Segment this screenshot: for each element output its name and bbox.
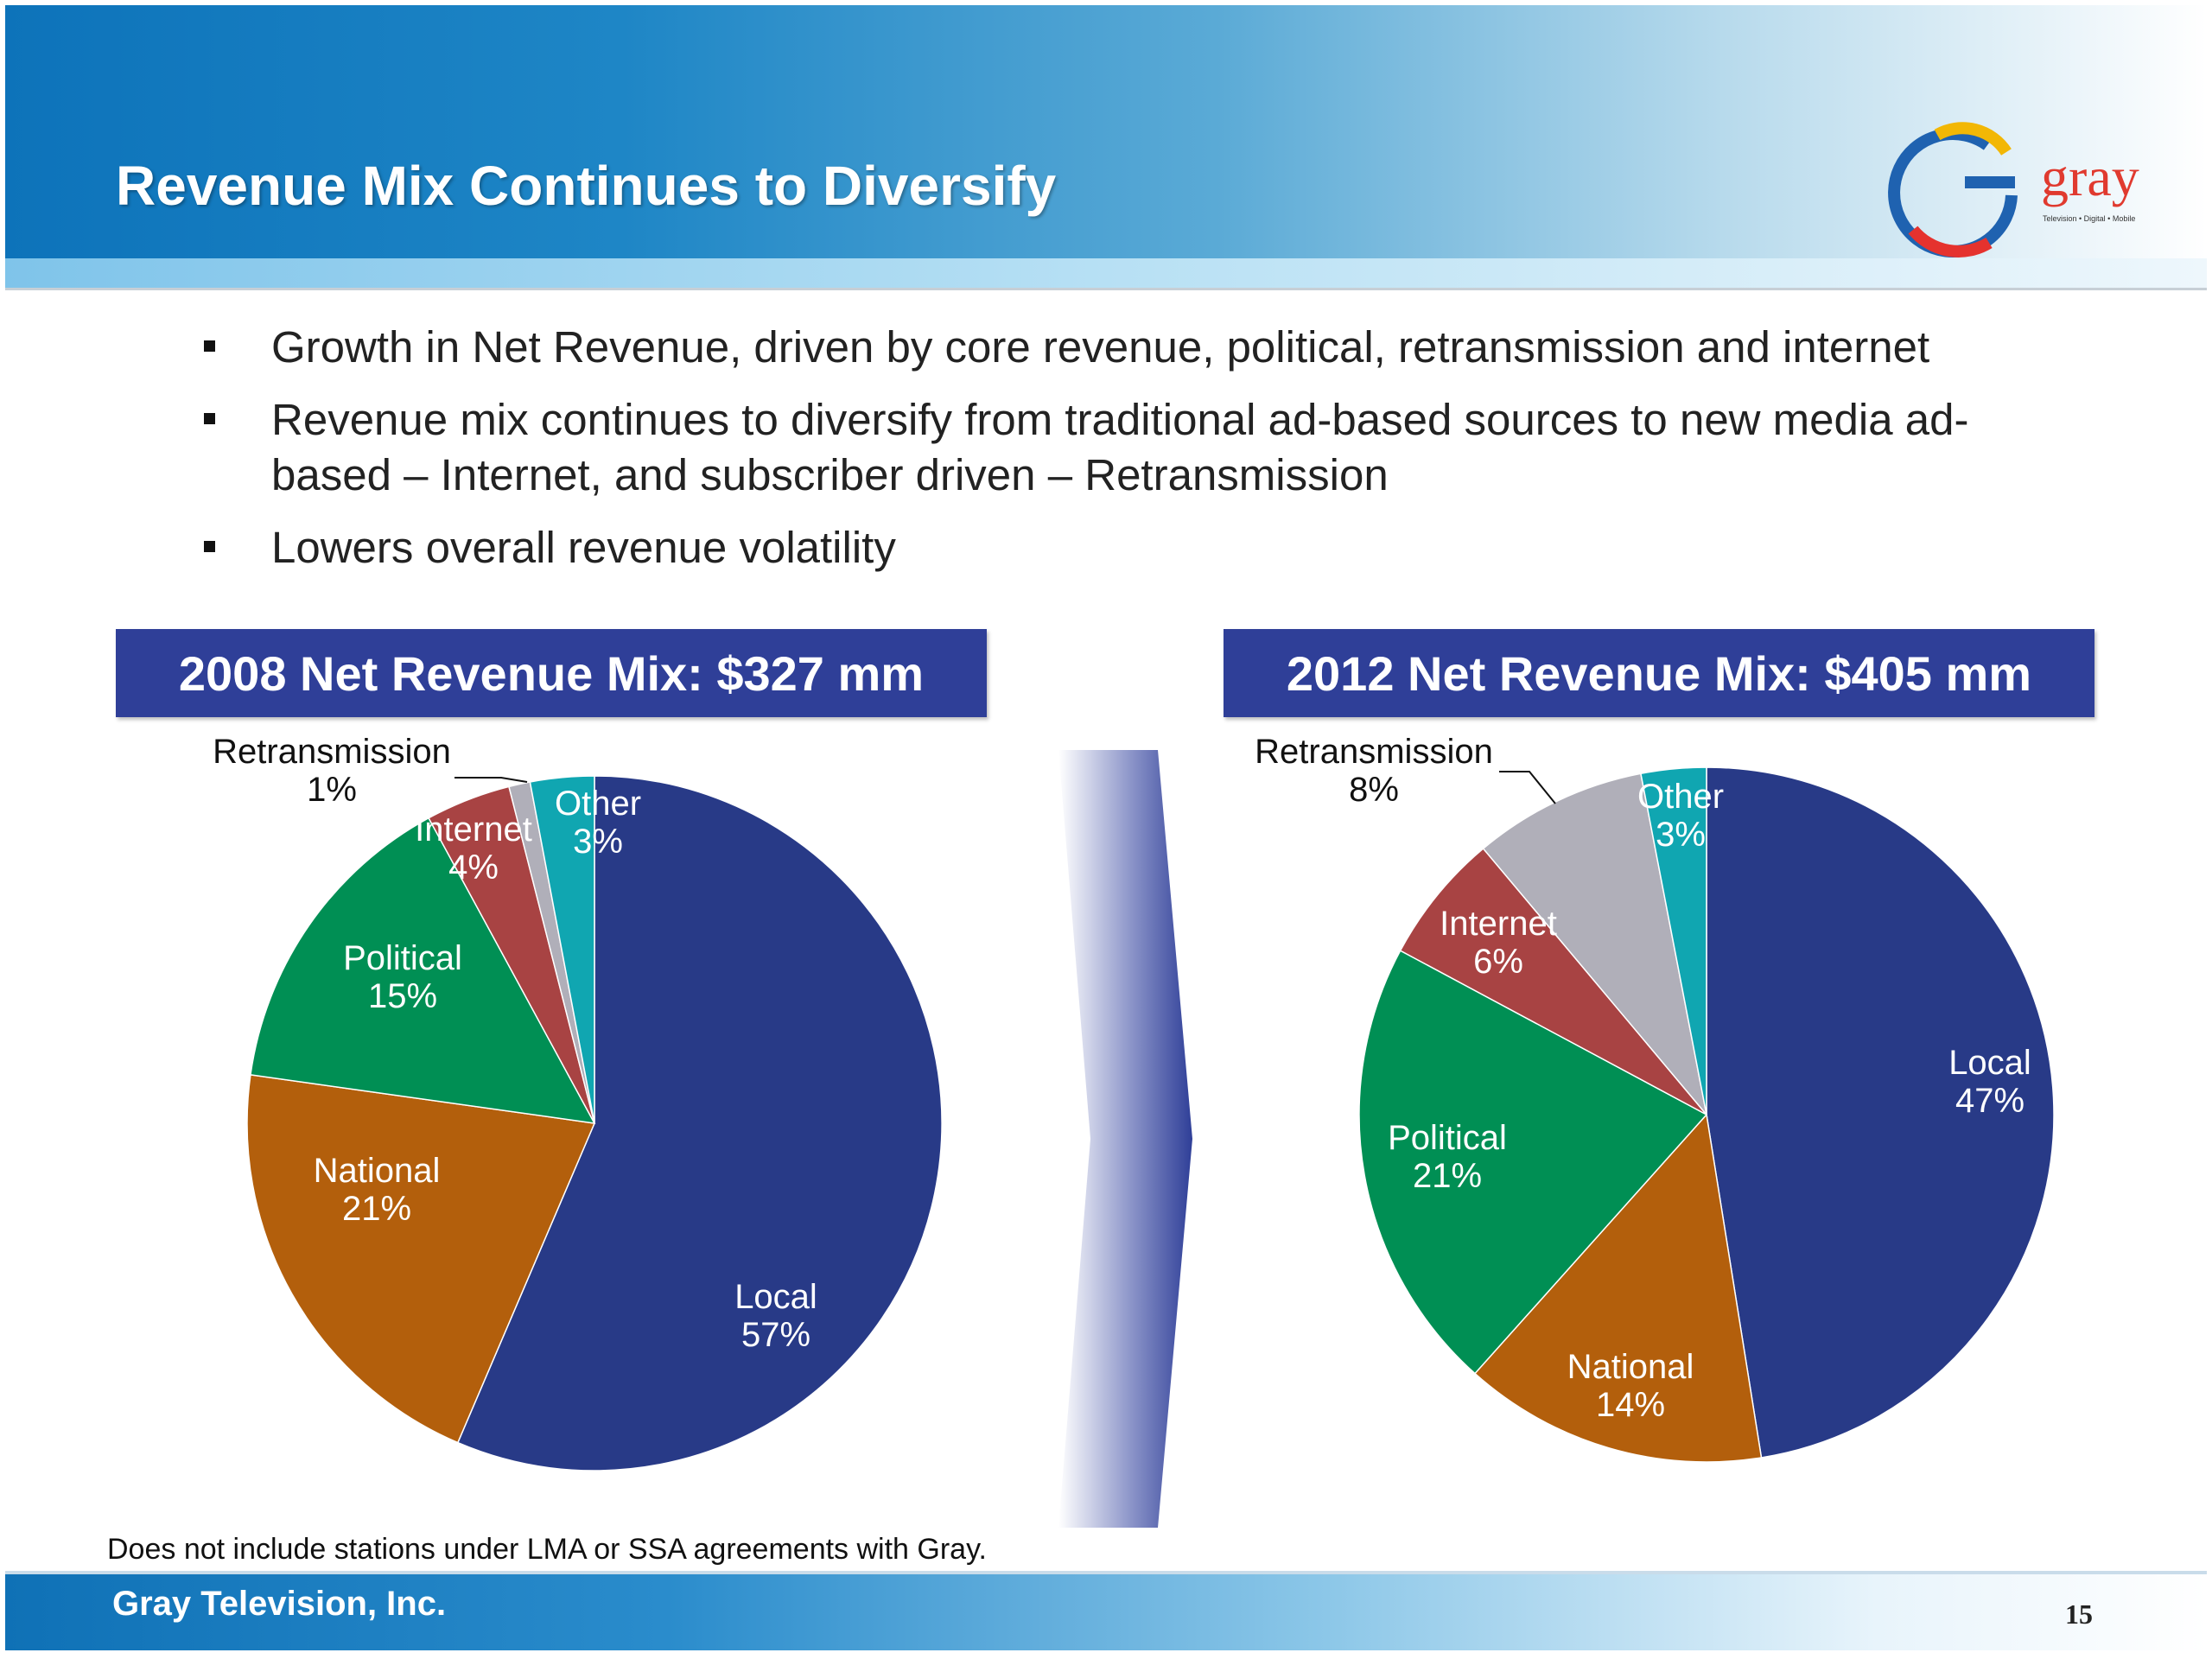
gray-logo: gray Television • Digital • Mobile xyxy=(1888,122,2139,258)
slice-label-other: Other 3% xyxy=(1637,778,1724,854)
svg-text:gray: gray xyxy=(2041,146,2139,207)
slice-label-national: National 21% xyxy=(314,1152,441,1228)
pie-slice-other xyxy=(1640,766,1707,1116)
company-name: Gray Television, Inc. xyxy=(112,1585,447,1623)
bullet-item: Lowers overall revenue volatility xyxy=(199,520,2056,575)
pie-slice-political xyxy=(250,817,596,1124)
bullet-item: Growth in Net Revenue, driven by core re… xyxy=(199,320,2056,375)
bullet-item: Revenue mix continues to diversify from … xyxy=(199,392,2056,503)
pie-slice-local xyxy=(1706,766,2055,1459)
bullet-list: Growth in Net Revenue, driven by core re… xyxy=(199,320,2056,593)
leader-line xyxy=(454,777,528,783)
slice-label-retransmission: Retransmission 1% xyxy=(213,733,451,809)
chart-title-2008: 2008 Net Revenue Mix: $327 mm xyxy=(116,629,987,717)
pie-slice-other xyxy=(529,775,595,1124)
slice-label-national: National 14% xyxy=(1567,1348,1694,1424)
pie-slice-retransmission xyxy=(1482,772,1708,1117)
slice-label-local: Local 57% xyxy=(734,1278,817,1354)
slice-label-local: Local 47% xyxy=(1948,1044,2031,1120)
pie-slice-local xyxy=(456,775,943,1471)
pie-chart-2008: Local 57% National 21% Political 15% Internet 4… xyxy=(213,733,943,1471)
svg-text:Television • Digital • Mobile: Television • Digital • Mobile xyxy=(2043,214,2135,223)
slice-label-political: Political 21% xyxy=(1388,1119,1507,1195)
page-number: 15 xyxy=(2065,1599,2093,1630)
footer-bar xyxy=(5,1571,2207,1650)
slice-label-internet: Internet 6% xyxy=(1440,905,1557,981)
leader-line xyxy=(1499,771,1556,804)
pie-slice-political xyxy=(1358,950,1708,1375)
chart-title-2012: 2012 Net Revenue Mix: $405 mm xyxy=(1224,629,2094,717)
footnote: Does not include stations under LMA or S… xyxy=(107,1533,988,1566)
slide-title: Revenue Mix Continues to Diversify xyxy=(116,155,1057,217)
pie-chart-2012: Local 47% National 14% Political 21% Internet 6… xyxy=(1255,733,2055,1463)
slice-label-other: Other 3% xyxy=(555,785,641,861)
transition-arrow xyxy=(1058,750,1192,1528)
pie-slice-internet xyxy=(1399,847,1707,1116)
pie-slice-national xyxy=(1473,1113,1763,1463)
title-banner xyxy=(5,5,2207,290)
slice-label-retransmission: Retransmission 8% xyxy=(1255,733,1493,809)
pie-slice-national xyxy=(246,1074,596,1444)
slice-label-political: Political 15% xyxy=(343,939,462,1015)
slice-label-internet: Internet 4% xyxy=(415,810,532,887)
